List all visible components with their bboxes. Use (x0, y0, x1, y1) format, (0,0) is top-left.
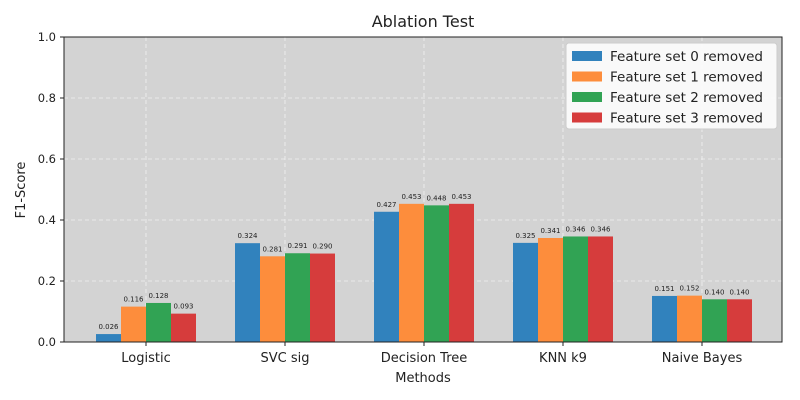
data-label: 0.453 (401, 193, 421, 201)
data-label: 0.453 (451, 193, 471, 201)
bar (563, 236, 588, 342)
y-axis-label: F1-Score (14, 162, 29, 219)
x-tick-label: Logistic (121, 351, 170, 366)
y-tick-label: 1.0 (38, 30, 56, 44)
bar (260, 256, 285, 342)
legend-box (565, 42, 778, 130)
data-label: 0.346 (590, 225, 611, 233)
data-label: 0.325 (515, 232, 535, 240)
data-label: 0.140 (729, 288, 749, 296)
bar (702, 299, 727, 342)
bar (424, 205, 449, 342)
data-label: 0.026 (98, 323, 119, 331)
legend-entry: Feature set 2 removed (610, 90, 763, 106)
bar (727, 299, 752, 342)
y-tick-label: 0.6 (38, 152, 56, 166)
x-tick-label: SVC sig (261, 351, 310, 366)
axes-frame (63, 36, 783, 343)
bar (96, 334, 121, 342)
data-label: 0.290 (312, 243, 332, 251)
bar (449, 203, 474, 342)
bar (588, 236, 613, 342)
bar (171, 313, 196, 342)
data-label: 0.346 (565, 225, 586, 233)
bar (146, 302, 171, 342)
legend-swatch (572, 71, 602, 82)
legend-swatch (572, 51, 602, 61)
bar (677, 295, 702, 342)
bar (310, 253, 335, 342)
data-label: 0.324 (237, 232, 258, 240)
data-label: 0.128 (148, 292, 168, 300)
bar (399, 203, 424, 342)
x-tick-label: Naive Bayes (662, 351, 743, 366)
bar (235, 243, 260, 342)
data-label: 0.152 (679, 285, 699, 293)
y-tick-label: 0.4 (38, 213, 56, 227)
data-label: 0.291 (287, 242, 307, 250)
bar (374, 211, 399, 342)
data-label: 0.427 (376, 201, 396, 209)
bar (285, 253, 310, 342)
legend-swatch (572, 112, 602, 123)
bar (652, 295, 677, 342)
y-tick-label: 0.8 (38, 91, 56, 105)
legend-swatch (572, 92, 602, 102)
chart-title: Ablation Test (372, 12, 475, 31)
x-tick-label: KNN k9 (539, 351, 587, 366)
data-label: 0.093 (173, 303, 193, 311)
data-label: 0.116 (123, 296, 144, 304)
y-tick-label: 0.2 (38, 274, 56, 288)
legend-entry: Feature set 3 removed (610, 111, 763, 127)
y-tick-label: 0.0 (38, 335, 56, 349)
x-axis-label: Methods (395, 371, 451, 386)
bar (538, 237, 563, 342)
bar (121, 306, 146, 342)
data-label: 0.281 (262, 245, 282, 253)
legend-entry: Feature set 1 removed (610, 70, 763, 86)
data-label: 0.151 (654, 285, 674, 293)
legend-entry: Feature set 0 removed (610, 49, 763, 65)
data-label: 0.341 (540, 227, 560, 235)
legend: Feature set 0 removed Feature set 1 remov… (565, 42, 778, 130)
data-label: 0.448 (426, 194, 446, 202)
x-tick-label: Decision Tree (381, 351, 468, 366)
data-label: 0.140 (704, 288, 724, 296)
bar (513, 242, 538, 342)
